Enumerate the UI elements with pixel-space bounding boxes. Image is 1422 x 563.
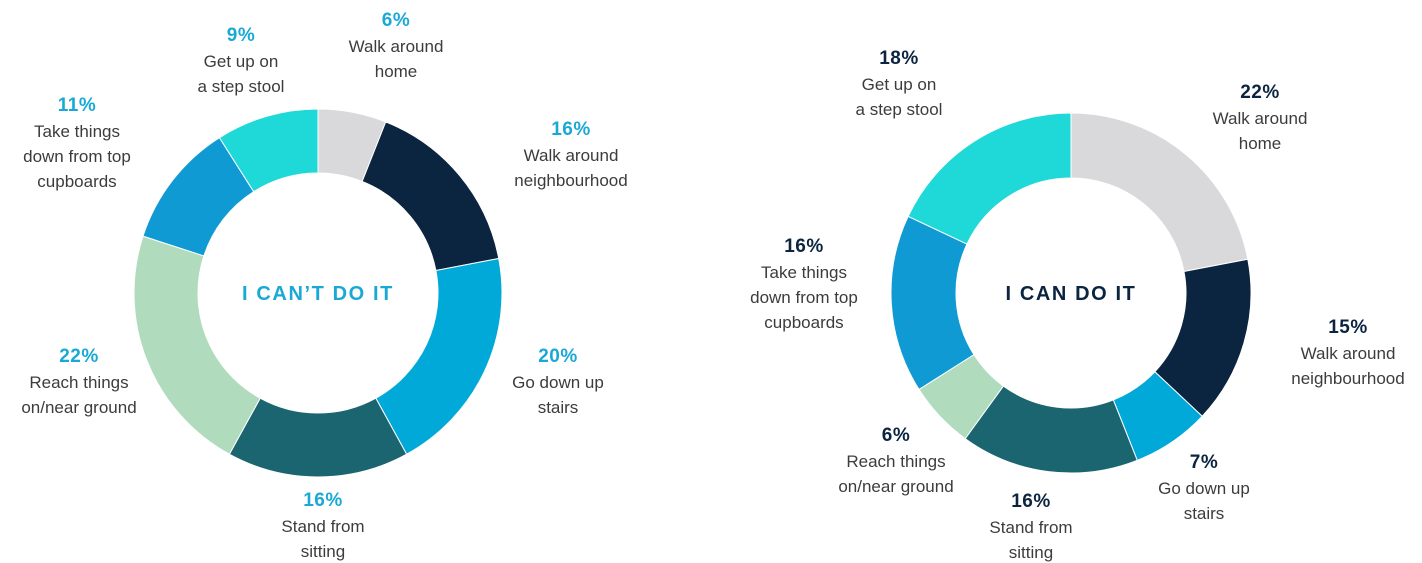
category-label-line: Reach things bbox=[29, 373, 128, 392]
slice-label-get-up-on-a-step-stool: 9% Get up on a step stool bbox=[198, 25, 285, 96]
category-label-line: stairs bbox=[538, 398, 579, 417]
value-label: 6% bbox=[382, 10, 410, 31]
value-label: 16% bbox=[303, 490, 343, 511]
slice-label-stand-from-sitting: 16% Stand from sitting bbox=[989, 491, 1072, 562]
value-label: 20% bbox=[538, 346, 578, 367]
center-title: I CAN’T DO IT bbox=[242, 283, 394, 305]
category-label-line: Walk around bbox=[349, 37, 444, 56]
slice-label-take-things-down-from-top-cupboards: 11% Take things down from top cupboards bbox=[23, 95, 131, 191]
category-label-line: Stand from bbox=[281, 517, 364, 536]
category-label-line: Go down up bbox=[1158, 479, 1250, 498]
category-label-line: a step stool bbox=[856, 100, 943, 119]
slice-label-go-down-up-stairs: 20% Go down up stairs bbox=[512, 346, 604, 417]
value-label: 22% bbox=[59, 346, 99, 367]
slice-get-up-on-a-step-stool bbox=[908, 113, 1071, 244]
slice-stand-from-sitting bbox=[229, 398, 406, 477]
value-label: 18% bbox=[879, 48, 919, 69]
chart-can-do-it: I CAN DO IT 22% Walk around home 15% Walk aro… bbox=[711, 0, 1422, 563]
value-label: 7% bbox=[1190, 452, 1218, 473]
value-label: 16% bbox=[1011, 491, 1051, 512]
slice-label-walk-around-home: 22% Walk around home bbox=[1213, 82, 1308, 153]
value-label: 16% bbox=[784, 236, 824, 257]
category-label-line: stairs bbox=[1184, 504, 1225, 523]
category-label-line: a step stool bbox=[198, 77, 285, 96]
category-label-line: Walk around bbox=[524, 146, 619, 165]
category-label-line: neighbourhood bbox=[1291, 369, 1404, 388]
category-label-line: Go down up bbox=[512, 373, 604, 392]
category-label-line: down from top bbox=[750, 288, 858, 307]
chart-cant-do-it: I CAN’T DO IT 6% Walk around home 16% Walk ar… bbox=[0, 0, 700, 563]
slice-reach-things-on-near-ground bbox=[134, 236, 260, 454]
category-label-line: Get up on bbox=[204, 52, 279, 71]
category-label-line: Stand from bbox=[989, 518, 1072, 537]
slice-label-reach-things-on-near-ground: 22% Reach things on/near ground bbox=[21, 346, 136, 417]
value-label: 6% bbox=[882, 425, 910, 446]
category-label-line: home bbox=[1239, 134, 1282, 153]
category-label-line: on/near ground bbox=[21, 398, 136, 417]
category-label-line: Take things bbox=[34, 122, 120, 141]
slice-label-reach-things-on-near-ground: 6% Reach things on/near ground bbox=[838, 425, 953, 496]
value-label: 11% bbox=[58, 95, 96, 116]
category-label-line: Get up on bbox=[862, 75, 937, 94]
category-label-line: down from top bbox=[23, 147, 131, 166]
value-label: 22% bbox=[1240, 82, 1280, 103]
category-label-line: Walk around bbox=[1301, 344, 1396, 363]
donut-chart-can-do-it: I CAN DO IT 22% Walk around home 15% Walk aro… bbox=[711, 0, 1422, 563]
slice-label-go-down-up-stairs: 7% Go down up stairs bbox=[1158, 452, 1250, 523]
category-label-line: Walk around bbox=[1213, 109, 1308, 128]
category-label-line: cupboards bbox=[37, 172, 116, 191]
slice-label-walk-around-neighbourhood: 16% Walk around neighbourhood bbox=[514, 119, 627, 190]
slice-label-walk-around-home: 6% Walk around home bbox=[349, 10, 444, 81]
slice-walk-around-home bbox=[1071, 113, 1248, 271]
value-label: 16% bbox=[551, 119, 591, 140]
category-label-line: Reach things bbox=[846, 452, 945, 471]
slice-label-take-things-down-from-top-cupboards: 16% Take things down from top cupboards bbox=[750, 236, 858, 332]
category-label-line: neighbourhood bbox=[514, 171, 627, 190]
category-label-line: Take things bbox=[761, 263, 847, 282]
center-title: I CAN DO IT bbox=[1006, 283, 1137, 305]
value-label: 9% bbox=[227, 25, 255, 46]
category-label-line: sitting bbox=[301, 542, 345, 561]
category-label-line: on/near ground bbox=[838, 477, 953, 496]
category-label-line: home bbox=[375, 62, 418, 81]
category-label-line: sitting bbox=[1009, 543, 1053, 562]
slice-label-stand-from-sitting: 16% Stand from sitting bbox=[281, 490, 364, 561]
value-label: 15% bbox=[1328, 317, 1368, 338]
category-label-line: cupboards bbox=[764, 313, 843, 332]
slice-go-down-up-stairs bbox=[376, 259, 502, 455]
slice-walk-around-neighbourhood bbox=[362, 122, 499, 271]
donut-chart-cant-do-it: I CAN’T DO IT 6% Walk around home 16% Walk ar… bbox=[0, 0, 700, 563]
slice-label-get-up-on-a-step-stool: 18% Get up on a step stool bbox=[856, 48, 943, 119]
slice-label-walk-around-neighbourhood: 15% Walk around neighbourhood bbox=[1291, 317, 1404, 388]
